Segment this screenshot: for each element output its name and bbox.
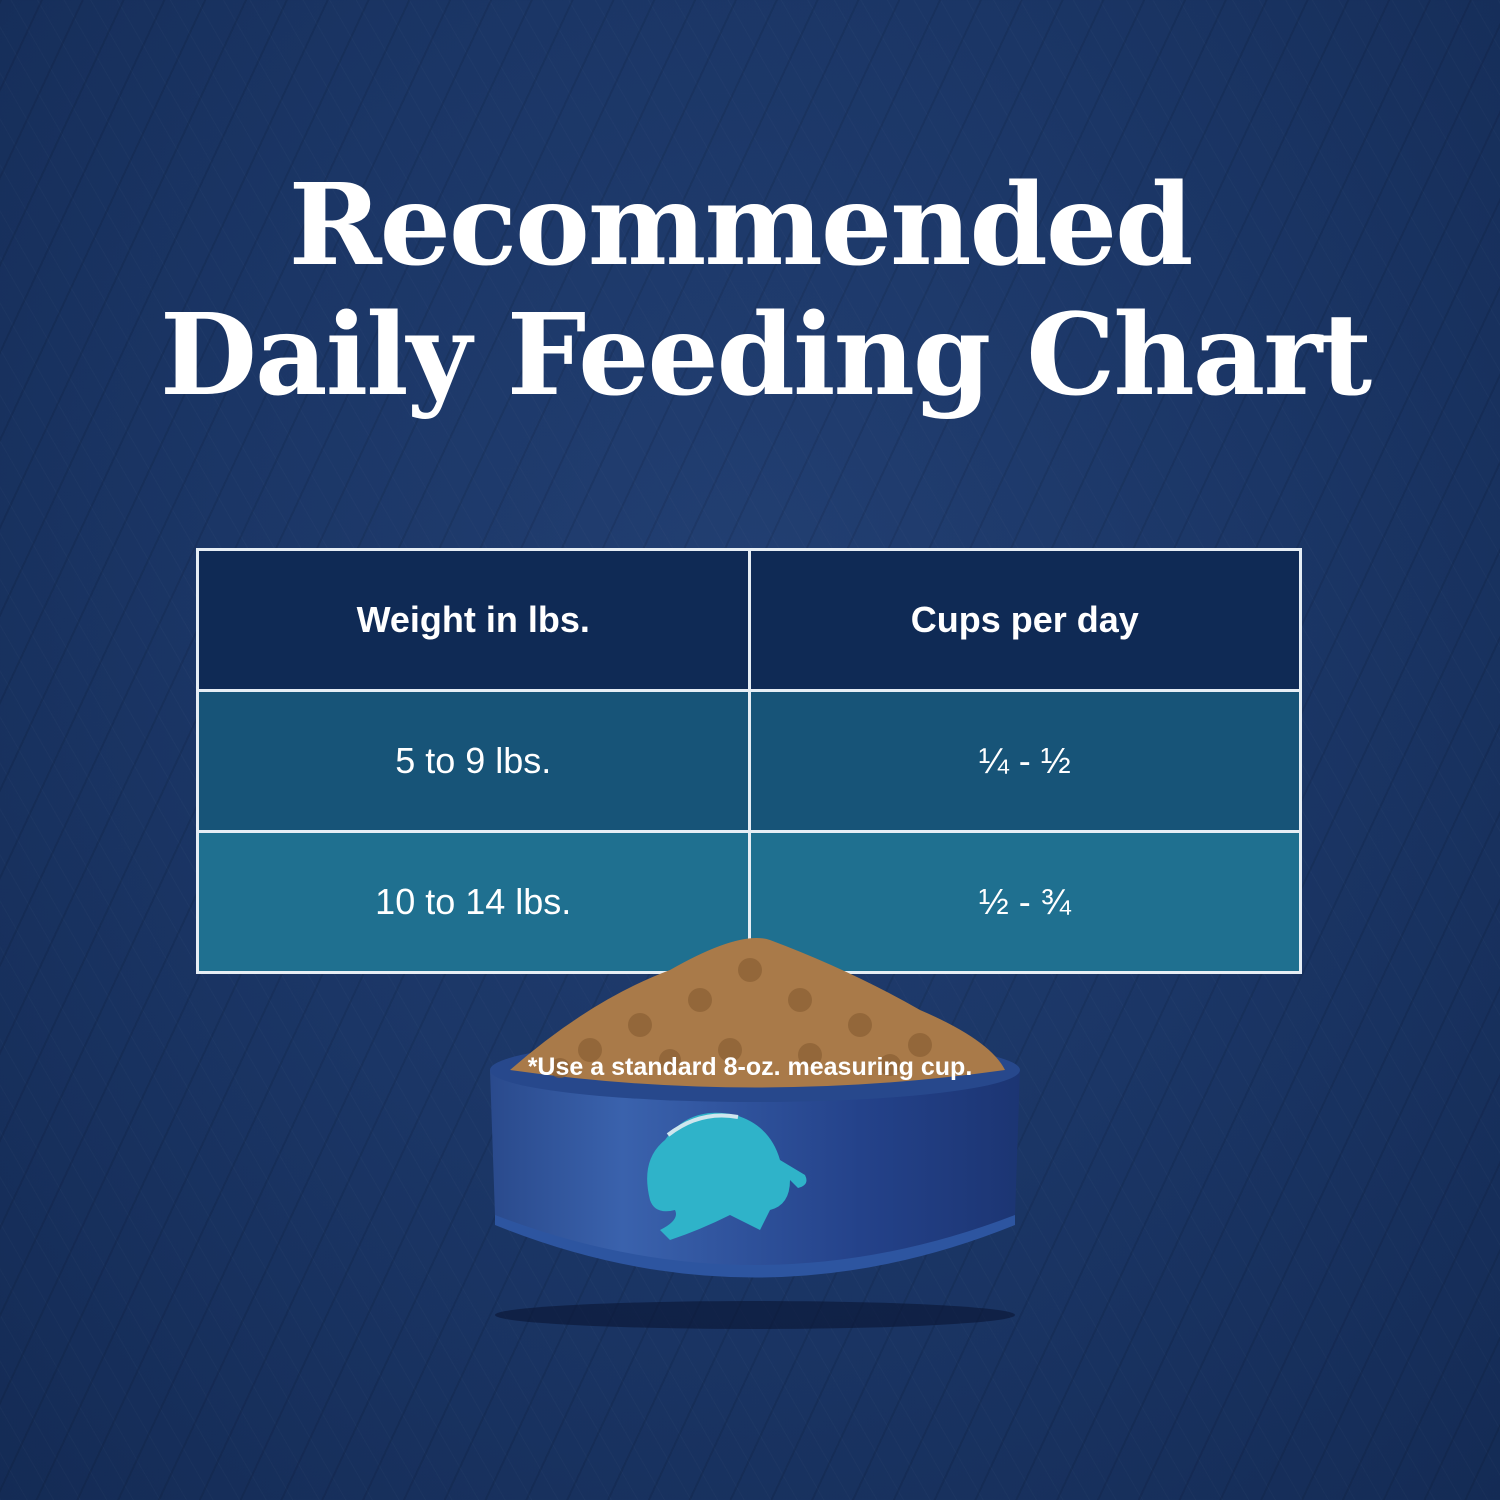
bison-icon [647, 1112, 807, 1240]
kibble-pile [510, 938, 1005, 1088]
cell-weight: 5 to 9 lbs. [196, 689, 751, 833]
kibble-pieces [550, 958, 932, 1078]
cell-weight: 10 to 14 lbs. [196, 830, 751, 974]
table-row: 5 to 9 lbs. ¼ - ½ [196, 689, 1302, 833]
table-header-row: Weight in lbs. Cups per day [196, 548, 1302, 692]
header-weight: Weight in lbs. [196, 548, 751, 692]
title-line-2: Daily Feeding Chart [159, 290, 1372, 421]
food-bowl-image [490, 938, 1020, 1329]
header-cups: Cups per day [747, 548, 1302, 692]
feeding-table: Weight in lbs. Cups per day 5 to 9 lbs. … [196, 548, 1302, 974]
table-row: 10 to 14 lbs. ½ - ¾ [196, 830, 1302, 974]
cell-cups: ¼ - ½ [747, 689, 1302, 833]
footnote: *Use a standard 8-oz. measuring cup. [527, 1053, 973, 1081]
title-line-1: Recommended [288, 160, 1194, 291]
cell-cups: ½ - ¾ [747, 830, 1302, 974]
